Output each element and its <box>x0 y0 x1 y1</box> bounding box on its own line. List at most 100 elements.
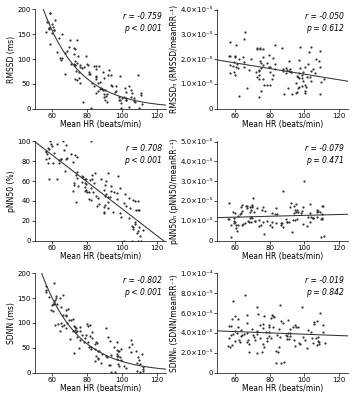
Point <box>105 71 110 78</box>
Point <box>233 63 239 70</box>
Point <box>235 213 241 219</box>
Point <box>135 206 141 213</box>
Point <box>269 210 275 217</box>
Point <box>236 93 242 99</box>
Point <box>272 61 278 68</box>
Point <box>87 332 93 339</box>
Point <box>234 222 239 228</box>
Point <box>105 194 110 201</box>
Point <box>261 231 267 238</box>
Point <box>94 90 99 96</box>
Point <box>285 66 290 73</box>
Point <box>108 188 114 194</box>
Point <box>99 86 105 92</box>
Point <box>298 210 304 216</box>
Point <box>89 335 95 342</box>
Point <box>75 60 80 66</box>
Point <box>283 332 289 338</box>
Point <box>250 203 255 210</box>
Point <box>130 223 135 229</box>
Point <box>98 359 104 366</box>
Point <box>103 87 108 93</box>
Point <box>240 221 246 227</box>
Point <box>276 326 282 332</box>
Point <box>230 209 236 216</box>
Point <box>307 218 313 225</box>
Point <box>58 56 64 63</box>
Point <box>124 89 129 95</box>
Point <box>94 193 99 199</box>
Point <box>241 59 247 65</box>
Point <box>118 100 124 106</box>
Point <box>320 203 325 210</box>
Point <box>260 218 266 225</box>
Point <box>264 60 270 66</box>
Point <box>251 208 257 215</box>
Point <box>123 95 129 101</box>
Point <box>241 36 247 42</box>
Point <box>239 326 244 333</box>
Point <box>291 210 297 216</box>
Point <box>249 326 255 332</box>
Point <box>300 68 306 75</box>
Point <box>110 82 115 89</box>
Point <box>320 329 326 335</box>
Point <box>304 345 309 352</box>
Point <box>127 205 132 211</box>
Point <box>82 335 88 342</box>
Y-axis label: pNN50 (%): pNN50 (%) <box>7 170 16 212</box>
Point <box>105 198 111 205</box>
Point <box>60 312 66 318</box>
Point <box>107 362 113 368</box>
Point <box>52 16 58 23</box>
Point <box>104 99 110 106</box>
Point <box>46 176 51 182</box>
Point <box>132 221 137 227</box>
Point <box>266 324 272 330</box>
Point <box>114 352 120 359</box>
Point <box>261 46 266 52</box>
Point <box>71 180 77 186</box>
Point <box>238 204 244 210</box>
Text: r = -0.759
p < 0.001: r = -0.759 p < 0.001 <box>123 12 162 33</box>
Point <box>102 91 107 98</box>
Y-axis label: RMSSDₙ (RMSSD/meanRR⁻¹): RMSSDₙ (RMSSD/meanRR⁻¹) <box>170 5 179 113</box>
Point <box>94 202 99 209</box>
Point <box>99 176 104 182</box>
Point <box>307 210 313 216</box>
Point <box>59 31 64 37</box>
Point <box>114 351 120 358</box>
Point <box>135 230 140 236</box>
Point <box>72 62 78 68</box>
Point <box>115 173 121 180</box>
Point <box>289 69 294 75</box>
Point <box>45 160 50 166</box>
Point <box>319 210 324 217</box>
Point <box>118 185 123 192</box>
Point <box>315 338 321 344</box>
Point <box>126 83 132 89</box>
Point <box>74 175 80 182</box>
Point <box>137 369 143 375</box>
Point <box>296 57 302 63</box>
Point <box>95 354 101 361</box>
Point <box>257 217 262 223</box>
Point <box>293 90 299 96</box>
Point <box>96 63 102 70</box>
Point <box>235 222 241 228</box>
Point <box>230 331 236 337</box>
Point <box>227 344 233 350</box>
Point <box>139 101 145 107</box>
Point <box>109 72 114 78</box>
Point <box>264 82 270 88</box>
Point <box>254 205 260 211</box>
Point <box>89 328 95 335</box>
Point <box>97 200 102 207</box>
Point <box>301 178 306 184</box>
Point <box>60 138 66 144</box>
Point <box>257 46 263 52</box>
Point <box>319 215 325 221</box>
Point <box>234 60 239 67</box>
Point <box>71 60 77 67</box>
Point <box>237 339 243 345</box>
